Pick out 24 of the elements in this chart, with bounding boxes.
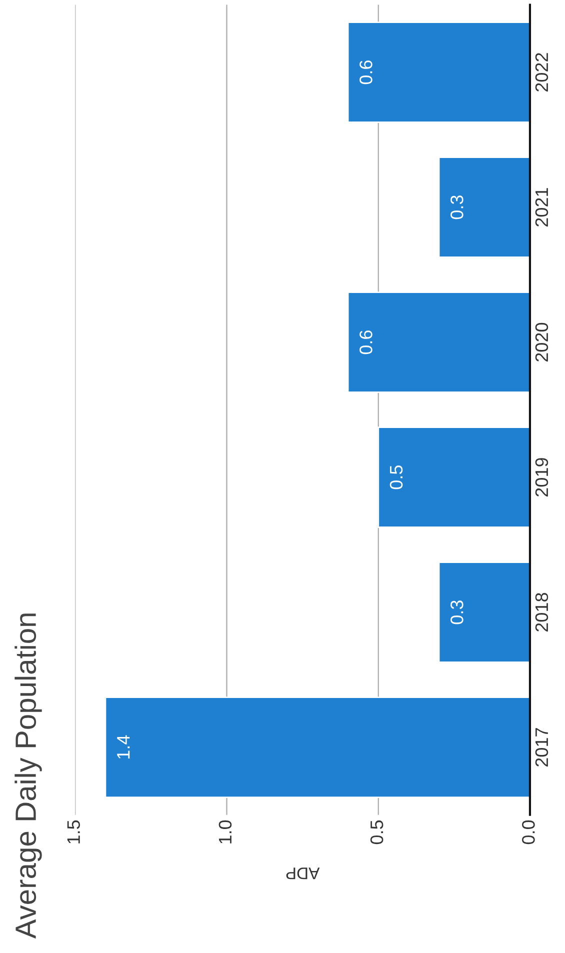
data-label: 0.3 [450, 600, 464, 624]
data-label: 0.5 [390, 466, 403, 490]
x-tick-label: 1.5 [67, 820, 80, 844]
x-tick-label: 0.0 [522, 820, 535, 844]
data-label: 1.4 [117, 735, 130, 758]
x-axis-title: ADP [286, 868, 320, 880]
y-tick-label: 2017 [535, 728, 548, 766]
bar [347, 292, 530, 393]
y-tick-label: 2018 [535, 593, 548, 632]
bar [347, 22, 530, 123]
bar [438, 156, 530, 258]
x-tick-label: 1.0 [218, 820, 232, 844]
y-tick-label: 2020 [535, 322, 548, 362]
data-label: 0.3 [450, 196, 464, 220]
data-label: 0.6 [360, 330, 372, 354]
bar [104, 696, 530, 798]
x-tick-label: 0.5 [370, 820, 384, 844]
y-tick-label: 2022 [535, 53, 548, 92]
y-tick-label: 2019 [535, 458, 548, 496]
bar [438, 562, 530, 663]
bar [378, 426, 530, 528]
text: Average Daily Population [14, 614, 42, 939]
data-label: 0.6 [360, 60, 372, 84]
y-tick-label: 2021 [535, 188, 548, 226]
